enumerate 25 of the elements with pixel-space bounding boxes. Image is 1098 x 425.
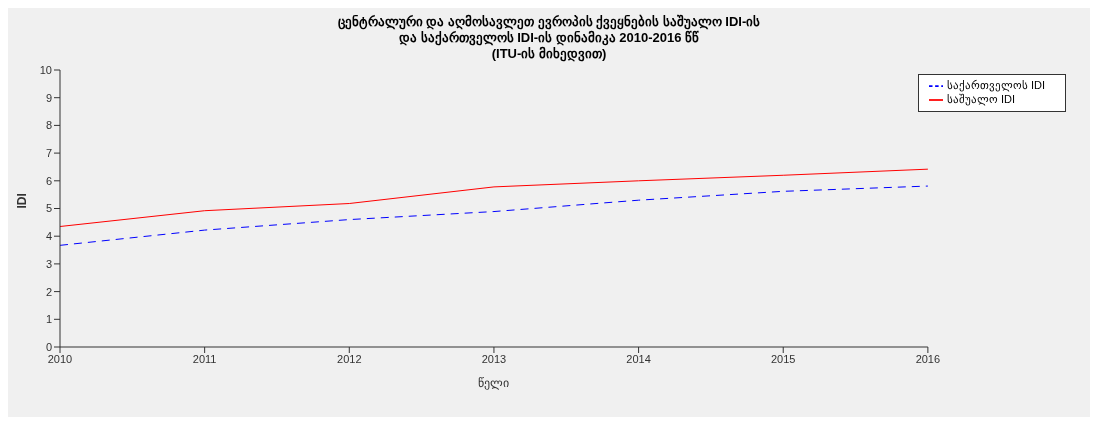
- y-tick-label: 0: [45, 340, 52, 353]
- x-tick-label: 2011: [192, 352, 217, 365]
- y-tick-label: 5: [45, 202, 52, 215]
- y-tick-label: 10: [39, 63, 52, 76]
- y-tick-label: 6: [45, 174, 52, 187]
- x-tick-label: 2015: [770, 352, 796, 365]
- y-tick-label: 7: [45, 147, 52, 160]
- x-tick-label: 2010: [47, 352, 73, 365]
- legend-label: საშუალო IDI: [946, 93, 1015, 106]
- chart-title: ცენტრალური და აღმოსავლეთ ევროპის ქვეყნების საშუალო IDI-ის და საქართველოს IDI-ის დინამიკა 2010-2016 წწ (ITU-ის მიხედვით): [336, 13, 762, 62]
- line-series: [60, 168, 928, 228]
- line-series: [60, 185, 928, 246]
- y-tick-label: 1: [45, 313, 52, 326]
- x-axis-title: წელი: [478, 376, 510, 390]
- y-axis-title: IDI: [15, 193, 30, 209]
- x-tick-label: 2013: [481, 352, 507, 365]
- y-tick-label: 2: [45, 285, 52, 298]
- x-tick-label: 2012: [337, 352, 362, 365]
- y-tick-label: 9: [45, 91, 52, 104]
- x-tick-label: 2014: [626, 352, 651, 365]
- y-tick-label: 8: [45, 119, 52, 132]
- legend-label: საქართველოს IDI: [946, 79, 1045, 91]
- x-tick-label: 2016: [915, 352, 941, 365]
- y-tick-label: 3: [45, 257, 52, 270]
- y-tick-label: 4: [45, 230, 52, 243]
